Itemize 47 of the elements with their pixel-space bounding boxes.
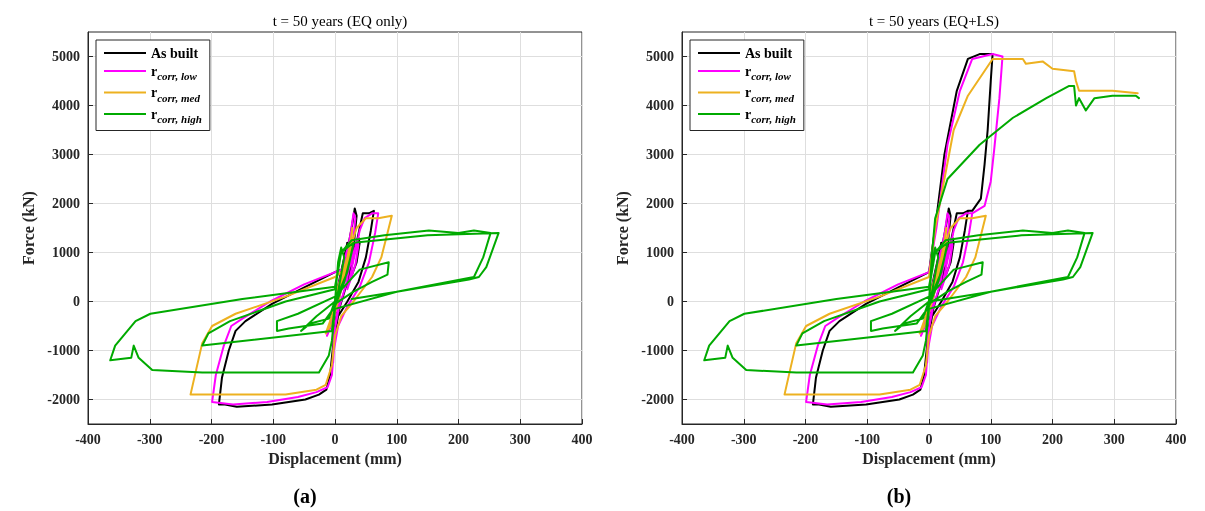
y-tick-label: 4000 xyxy=(646,98,674,113)
x-tick-label: 300 xyxy=(1103,431,1125,447)
y-tick-label: -2000 xyxy=(641,392,674,407)
y-tick-label: 0 xyxy=(667,294,674,309)
x-tick-label: 200 xyxy=(1042,431,1063,447)
y-tick-label: 1000 xyxy=(646,245,674,260)
y-axis-title: Force (kN) xyxy=(19,191,38,265)
y-tick-label: 5000 xyxy=(52,49,80,64)
x-tick-label: 100 xyxy=(980,431,1002,447)
x-tick-label: 0 xyxy=(331,431,339,447)
y-tick-label: 2000 xyxy=(646,196,674,211)
text: (b) xyxy=(886,485,912,508)
x-tick-label: 100 xyxy=(386,431,408,447)
y-tick-label: -1000 xyxy=(641,343,674,358)
line-series xyxy=(189,214,393,396)
x-tick-label: -400 xyxy=(669,431,695,447)
y-axis-title: Force (kN) xyxy=(613,191,632,265)
x-tick-label: 0 xyxy=(925,431,933,447)
y-tick-label: 3000 xyxy=(52,147,80,162)
y-tick-label: 5000 xyxy=(646,49,674,64)
x-tick-label: -200 xyxy=(792,431,819,447)
x-tick-label: -100 xyxy=(854,431,881,447)
x-tick-label: 400 xyxy=(571,431,593,447)
x-tick-label: -300 xyxy=(730,431,757,447)
x-axis-title: Displacement (mm) xyxy=(268,450,402,469)
y-tick-label: -1000 xyxy=(47,343,80,358)
y-tick-label: 3000 xyxy=(646,147,674,162)
y-tick-label: 2000 xyxy=(52,196,80,211)
legend-label: As built xyxy=(151,45,199,61)
x-tick-label: -400 xyxy=(75,431,101,447)
x-tick-label: 300 xyxy=(509,431,531,447)
y-tick-label: -2000 xyxy=(47,392,80,407)
chart-title: t = 50 years (EQ+LS) xyxy=(868,12,1000,30)
line-series xyxy=(703,84,1140,374)
text: (a) xyxy=(293,485,317,508)
y-tick-label: 0 xyxy=(73,294,80,309)
x-tick-label: -100 xyxy=(260,431,287,447)
line-series xyxy=(109,229,500,374)
chart-title: t = 50 years (EQ only) xyxy=(272,12,408,30)
y-tick-label: 4000 xyxy=(52,98,80,113)
x-axis-title: Displacement (mm) xyxy=(862,450,996,469)
x-tick-label: -200 xyxy=(198,431,225,447)
legend-label: As built xyxy=(745,45,793,61)
x-tick-label: -300 xyxy=(136,431,163,447)
x-tick-label: 200 xyxy=(448,431,469,447)
y-tick-label: 1000 xyxy=(52,245,80,260)
x-tick-label: 400 xyxy=(1165,431,1187,447)
